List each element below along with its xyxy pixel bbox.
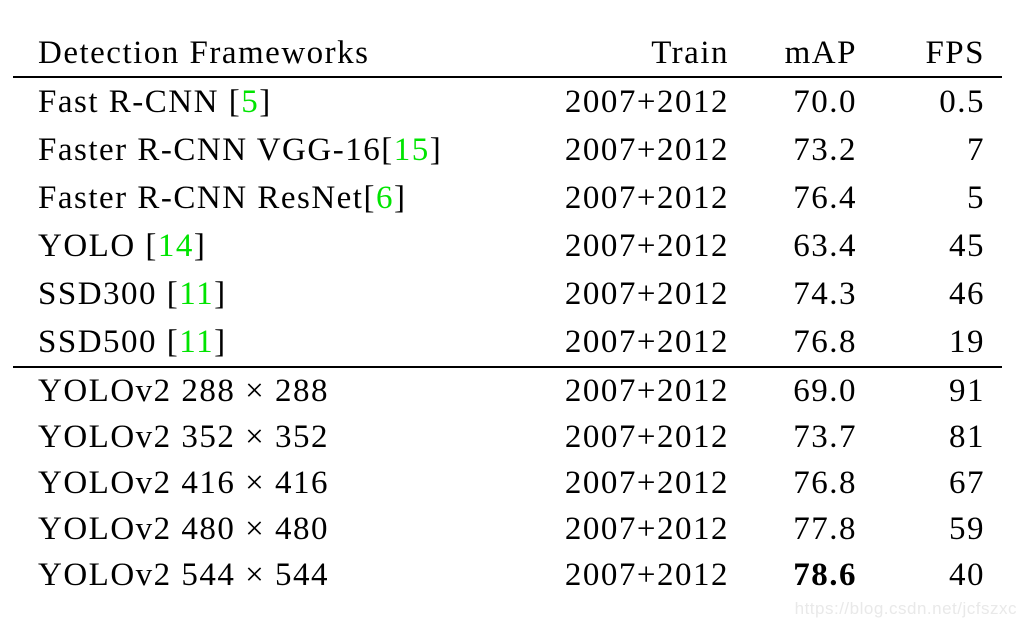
- map-cell: 77.8: [793, 510, 857, 547]
- col-header-fps: FPS: [857, 25, 1002, 78]
- map-cell: 76.8: [793, 464, 857, 501]
- map-cell: 74.3: [793, 275, 857, 312]
- framework-name: YOLOv2 352 × 352: [38, 418, 330, 455]
- fps-cell: 45: [949, 227, 985, 264]
- train-cell: 2007+2012: [564, 323, 729, 360]
- framework-name: YOLOv2 288 × 288: [38, 372, 330, 409]
- framework-name: Fast R-CNN: [38, 83, 219, 120]
- table-row: YOLOv2 544 × 544 2007+2012 78.6 40: [13, 552, 1002, 598]
- map-cell: 63.4: [793, 227, 857, 264]
- map-cell: 70.0: [793, 83, 857, 120]
- table-header-row: Detection Frameworks Train mAP FPS: [13, 25, 1002, 78]
- table-row: SSD300 [11] 2007+2012 74.3 46: [13, 270, 1002, 318]
- map-cell: 73.7: [793, 418, 857, 455]
- table-row: YOLO [14] 2007+2012 63.4 45: [13, 222, 1002, 270]
- map-cell: 78.6: [793, 556, 857, 593]
- fps-cell: 40: [949, 556, 985, 593]
- train-cell: 2007+2012: [564, 418, 729, 455]
- framework-cell: YOLO [14]: [38, 227, 207, 264]
- train-cell: 2007+2012: [564, 227, 729, 264]
- table-row: SSD500 [11] 2007+2012 76.8 19: [13, 318, 1002, 367]
- train-cell: 2007+2012: [564, 83, 729, 120]
- citation-ref: 5: [241, 83, 260, 120]
- framework-cell: YOLOv2 480 × 480: [13, 506, 529, 552]
- framework-cell: Faster R-CNN ResNet[6]: [38, 179, 407, 216]
- citation-ref: 14: [157, 227, 194, 264]
- fps-cell: 19: [949, 323, 985, 360]
- col-header-train: Train: [529, 25, 729, 78]
- citation-ref: 15: [393, 131, 430, 168]
- yolov2-resolutions-rows: YOLOv2 288 × 288 2007+2012 69.0 91 YOLOv2 35…: [13, 366, 1002, 598]
- baseline-detectors-rows: Fast R-CNN [5] 2007+2012 70.0 0.5 Faster R-C…: [13, 77, 1002, 367]
- table-row: YOLOv2 352 × 352 2007+2012 73.7 81: [13, 414, 1002, 460]
- framework-name: YOLO: [38, 227, 136, 264]
- citation-ref: 6: [375, 179, 394, 216]
- train-cell: 2007+2012: [564, 131, 729, 168]
- table-row: YOLOv2 288 × 288 2007+2012 69.0 91: [13, 366, 1002, 414]
- train-cell: 2007+2012: [564, 556, 729, 593]
- fps-cell: 91: [857, 366, 1002, 414]
- fps-cell: 46: [949, 275, 985, 312]
- train-cell: 2007+2012: [564, 464, 729, 501]
- fps-cell: 67: [949, 464, 985, 501]
- table-row: YOLOv2 480 × 480 2007+2012 77.8 59: [13, 506, 1002, 552]
- framework-name: SSD300: [38, 275, 158, 312]
- framework-cell: YOLOv2 352 × 352: [13, 414, 529, 460]
- citation-ref: 11: [179, 323, 215, 360]
- fps-cell: 81: [949, 418, 985, 455]
- table-row: Fast R-CNN [5] 2007+2012 70.0 0.5: [13, 77, 1002, 126]
- map-cell: 76.4: [793, 179, 857, 216]
- framework-cell: Faster R-CNN VGG-16[15]: [38, 131, 443, 168]
- fps-cell: 5: [967, 179, 985, 216]
- framework-name: YOLOv2 544 × 544: [38, 556, 330, 593]
- train-cell: 2007+2012: [564, 275, 729, 312]
- train-cell: 2007+2012: [529, 366, 729, 414]
- train-cell: 2007+2012: [564, 510, 729, 547]
- framework-cell: SSD300 [11]: [38, 275, 227, 312]
- col-header-map: mAP: [729, 25, 857, 78]
- train-cell: 2007+2012: [564, 179, 729, 216]
- detection-results-table: Detection Frameworks Train mAP FPS Fast …: [13, 25, 1002, 598]
- map-cell: 69.0: [729, 366, 857, 414]
- framework-name: Faster R-CNN VGG-16: [38, 131, 382, 168]
- fps-cell: 0.5: [939, 83, 985, 120]
- framework-name: YOLOv2 416 × 416: [38, 464, 330, 501]
- framework-cell: SSD500 [11]: [38, 323, 227, 360]
- framework-cell: YOLOv2 288 × 288: [13, 366, 529, 414]
- map-cell: 76.8: [793, 323, 857, 360]
- table-row: Faster R-CNN ResNet[6] 2007+2012 76.4 5: [13, 174, 1002, 222]
- framework-cell: YOLOv2 544 × 544: [13, 552, 529, 598]
- map-cell: 73.2: [793, 131, 857, 168]
- citation-ref: 11: [179, 275, 215, 312]
- framework-name: YOLOv2 480 × 480: [38, 510, 330, 547]
- framework-name: Faster R-CNN ResNet: [38, 179, 364, 216]
- fps-cell: 59: [949, 510, 985, 547]
- fps-cell: 7: [967, 131, 985, 168]
- watermark: https://blog.csdn.net/jcfszxc: [794, 599, 1017, 618]
- table-row: Faster R-CNN VGG-16[15] 2007+2012 73.2 7: [13, 126, 1002, 174]
- col-header-detection-frameworks: Detection Frameworks: [13, 25, 529, 78]
- framework-cell: Fast R-CNN [5]: [38, 83, 272, 120]
- framework-cell: YOLOv2 416 × 416: [13, 460, 529, 506]
- table-row: YOLOv2 416 × 416 2007+2012 76.8 67: [13, 460, 1002, 506]
- framework-name: SSD500: [38, 323, 158, 360]
